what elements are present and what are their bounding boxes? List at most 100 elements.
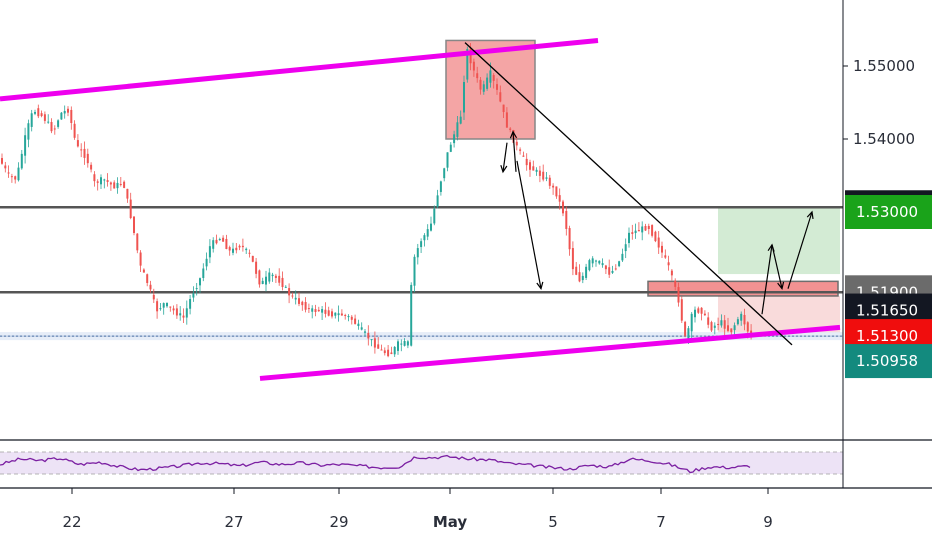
candle-body [258, 270, 261, 285]
time-tick-label: 5 [548, 513, 558, 531]
candle-body [20, 153, 23, 169]
candle-body [637, 230, 640, 232]
candle-body [152, 294, 155, 300]
candle-body [337, 313, 340, 316]
arrow-line[interactable] [771, 244, 783, 289]
candle-body [558, 195, 561, 202]
candle-body [83, 148, 86, 158]
price-tick-label: 1.54000 [853, 130, 915, 148]
candle-body [235, 247, 238, 251]
candle-body [601, 263, 604, 266]
candle-body [182, 315, 185, 318]
candle-body [225, 238, 228, 249]
price-badge-label: 1.51300 [856, 327, 918, 345]
candle-body [687, 328, 690, 340]
candle-body [548, 177, 551, 186]
candle-body [126, 188, 129, 199]
candle-body [403, 341, 406, 346]
candle-body [496, 84, 498, 90]
candle-body [159, 308, 162, 310]
candle-body [331, 311, 333, 317]
candle-body [703, 313, 706, 316]
candle-body [189, 299, 192, 309]
candle-body [294, 297, 297, 300]
arrow-line[interactable] [502, 142, 508, 172]
price-axis[interactable]: 1.55000 1.54000 [843, 57, 915, 148]
candle-body [743, 314, 746, 325]
price-badge[interactable]: 1.50958 [845, 344, 932, 379]
candle-body [37, 108, 40, 117]
candle-body [245, 248, 248, 251]
candle-body [47, 121, 50, 123]
candle-body [723, 320, 726, 329]
channel-line[interactable] [259, 324, 841, 381]
candle-body [562, 201, 564, 214]
channel-line[interactable] [0, 37, 599, 102]
candle-body [251, 255, 254, 262]
arrow-line[interactable] [761, 244, 773, 315]
candle-body [63, 110, 66, 114]
candle-body [350, 316, 353, 320]
candle-body [449, 144, 452, 152]
candle-body [575, 266, 578, 275]
candle-body [430, 223, 432, 231]
candle-body [604, 265, 607, 270]
candle-body [482, 84, 485, 92]
candle-body [17, 167, 20, 181]
arrow-head [806, 210, 814, 220]
price-badge[interactable]: 1.53000 [845, 195, 932, 229]
time-tick-label: 22 [62, 513, 81, 531]
candle-body [525, 158, 528, 166]
candle-body [60, 112, 63, 120]
candle-body [727, 325, 729, 331]
target-zone[interactable] [718, 207, 840, 275]
candle-body [265, 276, 267, 285]
stop-zone[interactable] [718, 295, 840, 333]
candle-body [611, 270, 614, 273]
candle-body [393, 346, 396, 355]
arrow-line[interactable] [512, 131, 517, 172]
candle-body [255, 261, 258, 274]
candle-body [370, 339, 373, 341]
candle-body [321, 309, 324, 313]
candle-body [367, 332, 370, 339]
candle-body [730, 328, 733, 333]
price-badge-bg [845, 344, 932, 379]
candle-body [677, 287, 680, 303]
candle-body [304, 302, 307, 310]
candle-body [446, 152, 449, 168]
candle-body [284, 286, 287, 288]
levels-layer [0, 206, 843, 341]
rsi-pane [0, 451, 843, 475]
price-badge-label: 1.51650 [856, 302, 918, 320]
candle-body [261, 280, 264, 284]
candle-body [142, 269, 145, 273]
arrow-head [536, 281, 544, 291]
arrow-head [509, 130, 518, 139]
candle-body [146, 274, 149, 283]
candle-body [208, 246, 211, 258]
arrow-line[interactable] [516, 160, 542, 289]
time-tick-label: 9 [763, 513, 773, 531]
candle-body [720, 320, 723, 326]
candle-body [387, 349, 390, 357]
arrow-line[interactable] [787, 211, 813, 289]
candle-body [357, 323, 360, 327]
candle-body [241, 245, 244, 248]
candle-body [24, 135, 27, 156]
candle-body [568, 228, 571, 250]
candle-body [397, 341, 399, 351]
candle-body [364, 331, 366, 333]
candle-body [377, 344, 380, 349]
candle-body [185, 308, 188, 318]
resistance-zone[interactable] [647, 280, 839, 297]
trend-line[interactable] [464, 42, 793, 346]
time-axis[interactable]: 22 27 29 May 5 7 9 [62, 488, 773, 531]
candle-body [700, 307, 703, 314]
candle-body [298, 298, 300, 304]
candle-body [667, 262, 670, 266]
drawings-layer [0, 37, 841, 381]
candle-body [598, 260, 601, 264]
candle-body [618, 261, 621, 267]
